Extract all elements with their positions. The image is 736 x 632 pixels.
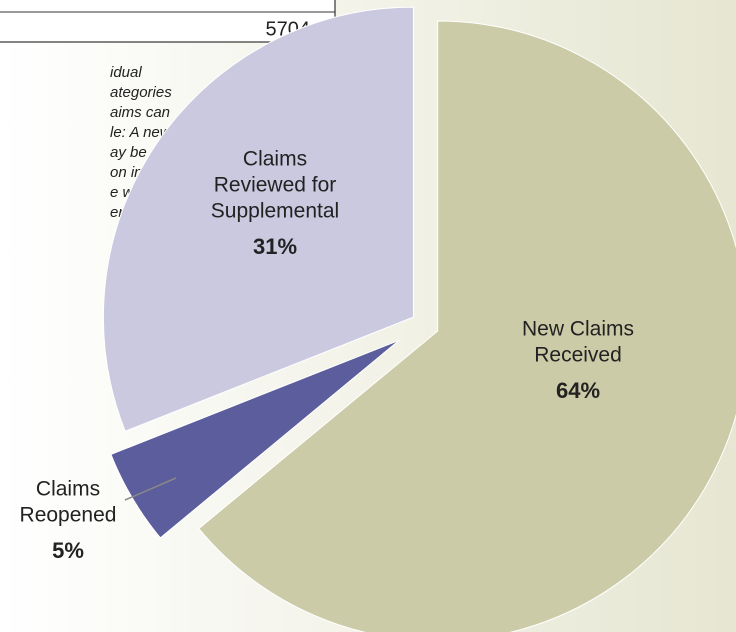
slice-label: Reopened <box>20 504 117 527</box>
slice-label: Received <box>534 344 622 367</box>
pie-slice <box>102 6 414 432</box>
note-line: ategories <box>110 84 172 101</box>
pie-slice <box>198 20 736 632</box>
leader-line <box>124 477 177 501</box>
slice-percent: 64% <box>556 378 600 403</box>
slice-percent: 31% <box>253 234 297 259</box>
slice-label: Reviewed for <box>214 174 337 197</box>
note-line: idual <box>110 64 142 81</box>
slice-label: Claims <box>243 148 307 171</box>
slice-label: Claims <box>36 478 100 501</box>
slice-label: Supplemental <box>211 200 339 223</box>
pie-slice <box>110 339 400 539</box>
note-line: ay be <box>110 144 147 161</box>
total-box <box>0 0 336 43</box>
note-line: aims can <box>110 104 170 121</box>
slice-percent: 5% <box>52 538 84 563</box>
slice-label: New Claims <box>522 318 634 341</box>
note-line: le: A new <box>110 124 172 141</box>
